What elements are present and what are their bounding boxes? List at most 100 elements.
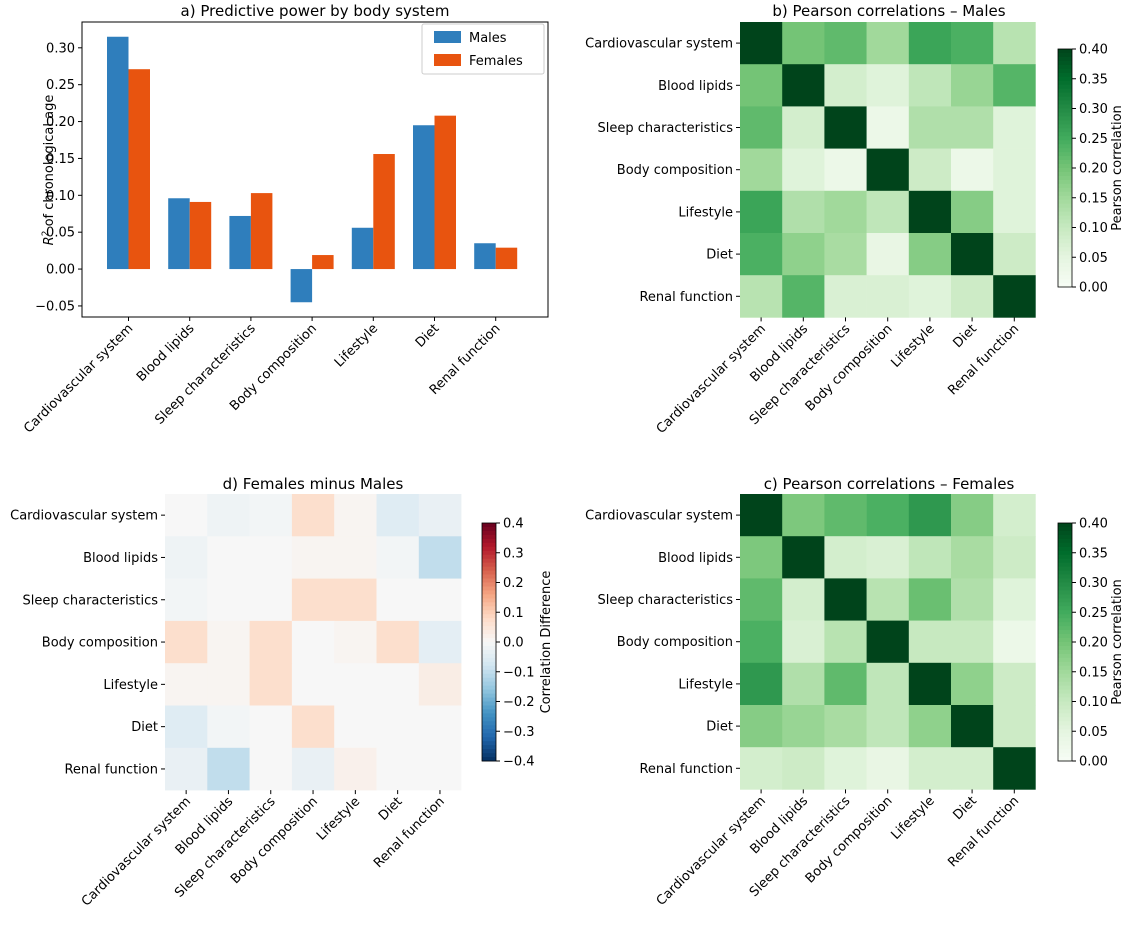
xtick-label-lifestyle: Lifestyle [314, 794, 363, 843]
colorbar-segment [1058, 709, 1072, 714]
heatmap-cell-body-composition-x-sleep-characteristics [824, 148, 867, 192]
colorbar-segment [1058, 175, 1072, 181]
colorbar-segment [1058, 590, 1072, 595]
colorbar-tick-label: 0.4 [503, 517, 524, 532]
heatmap-cell-renal-function-x-sleep-characteristics [249, 747, 293, 791]
colorbar-segment [482, 534, 496, 540]
heatmap-cell-cardiovascular-system-x-diet [376, 494, 420, 537]
heatmap-cell-sleep-characteristics-x-blood-lipids [782, 578, 825, 621]
colorbar-segment [482, 558, 496, 564]
colorbar-segment [1058, 741, 1072, 746]
panel-b-title: b) Pearson correlations – Males [772, 2, 1005, 20]
colorbar-segment [1058, 275, 1072, 280]
colorbar-segment [1058, 283, 1072, 288]
colorbar-tick-label: 0.15 [1079, 191, 1108, 206]
colorbar-segment [482, 622, 496, 627]
colorbar-segment [482, 523, 496, 528]
heatmap-cell-blood-lipids-x-body-composition [866, 536, 910, 579]
heatmap-cell-sleep-characteristics-x-renal-function [993, 578, 1036, 621]
colorbar-segment [1058, 92, 1072, 97]
colorbar-segment [1058, 128, 1072, 133]
heatmap-cell-body-composition-x-cardiovascular-system [165, 620, 208, 664]
heatmap-cell-cardiovascular-system-x-lifestyle [334, 494, 377, 537]
heatmap-cell-cardiovascular-system-x-diet [951, 494, 994, 537]
heatmap-cell-body-composition-x-diet [951, 148, 994, 192]
heatmap-cell-cardiovascular-system-x-cardiovascular-system [740, 22, 783, 65]
colorbar-segment [1058, 649, 1072, 655]
colorbar-segment [482, 638, 496, 643]
heatmap-cell-blood-lipids-x-diet [951, 64, 994, 107]
colorbar-segment [1058, 638, 1072, 643]
colorbar-segment [482, 653, 496, 659]
colorbar-segment [1058, 745, 1072, 750]
colorbar-segment [482, 665, 496, 671]
heatmap-cell-diet-x-lifestyle [908, 705, 952, 748]
colorbar-segment [1058, 657, 1072, 663]
heatmap-cell-lifestyle-x-body-composition [866, 190, 910, 234]
xtick-label-lifestyle: Lifestyle [889, 794, 938, 843]
colorbar-segment [482, 661, 496, 667]
heatmap-cell-sleep-characteristics-x-body-composition [866, 578, 910, 621]
colorbar-segment [1058, 56, 1072, 62]
heatmap-cell-diet-x-blood-lipids [782, 233, 825, 276]
legend-label-females: Females [469, 54, 523, 69]
bar-males-renal-function [474, 243, 496, 270]
ytick-label-sleep-characteristics: Sleep characteristics [597, 121, 733, 136]
colorbar-segment [482, 566, 496, 571]
heatmap-cell-diet-x-renal-function [993, 233, 1036, 276]
colorbar-segment [1058, 757, 1072, 762]
colorbar-segment [482, 546, 496, 552]
colorbar-segment [1058, 685, 1072, 690]
heatmap-cell-sleep-characteristics-x-diet [951, 578, 994, 621]
ytick-label-renal-function: Renal function [639, 762, 733, 777]
colorbar-tick-label: 0.1 [503, 606, 524, 621]
heatmap-cell-renal-function-x-cardiovascular-system [740, 275, 783, 318]
colorbar-segment [1058, 725, 1072, 730]
colorbar-segment [1058, 207, 1072, 213]
heatmap-cell-renal-function-x-cardiovascular-system [740, 747, 783, 790]
ytick-label-sleep-characteristics: Sleep characteristics [597, 593, 733, 608]
colorbar-segment [1058, 223, 1072, 228]
colorbar-segment [482, 618, 496, 623]
heatmap-cell-diet-x-sleep-characteristics [824, 705, 867, 748]
colorbar-segment [1058, 594, 1072, 599]
heatmap-cell-blood-lipids-x-sleep-characteristics [824, 64, 867, 107]
heatmap-cell-renal-function-x-lifestyle [334, 747, 377, 791]
colorbar-segment [1058, 717, 1072, 722]
colorbar-segment [1058, 68, 1072, 74]
colorbar-segment [482, 550, 496, 556]
ytick-label-lifestyle: Lifestyle [103, 678, 158, 693]
bar-males-blood-lipids [168, 198, 190, 270]
panel-a-title: a) Predictive power by body system [181, 2, 450, 20]
colorbar-segment [482, 693, 496, 698]
bar-females-diet [434, 115, 456, 270]
colorbar-tick-label: 0.20 [1079, 162, 1108, 177]
colorbar-segment [482, 681, 496, 687]
colorbar-segment [1058, 112, 1072, 117]
colorbar-segment [1058, 693, 1072, 698]
heatmap-cell-diet-x-lifestyle [334, 705, 377, 749]
heatmap-cell-lifestyle-x-body-composition [291, 663, 335, 706]
colorbar-segment [482, 677, 496, 683]
heatmap-cell-renal-function-x-renal-function [418, 747, 462, 791]
colorbar-segment [482, 705, 496, 710]
heatmap-cell-lifestyle-x-lifestyle [334, 663, 377, 706]
heatmap-cell-diet-x-blood-lipids [207, 705, 250, 749]
colorbar-segment [1058, 255, 1072, 260]
heatmap-cell-lifestyle-x-cardiovascular-system [740, 190, 783, 234]
colorbar-segment [1058, 689, 1072, 694]
colorbar-tick-label: 0.40 [1079, 517, 1108, 532]
colorbar-segment [482, 753, 496, 758]
heatmap-cell-blood-lipids-x-blood-lipids [782, 536, 825, 579]
colorbar-segment [1058, 630, 1072, 635]
ytick-label-sleep-characteristics: Sleep characteristics [22, 593, 158, 608]
heatmap-cell-renal-function-x-diet [951, 747, 994, 790]
xtick-label-diet: Diet [376, 794, 405, 823]
colorbar-segment [1058, 554, 1072, 560]
panel-d-title: d) Females minus Males [223, 475, 404, 493]
heatmap-cell-sleep-characteristics-x-blood-lipids [782, 106, 825, 149]
heatmap-cell-cardiovascular-system-x-sleep-characteristics [824, 494, 867, 537]
heatmap-cell-renal-function-x-diet [376, 747, 420, 791]
heatmap-cell-renal-function-x-cardiovascular-system [165, 747, 208, 791]
colorbar-segment [482, 606, 496, 611]
